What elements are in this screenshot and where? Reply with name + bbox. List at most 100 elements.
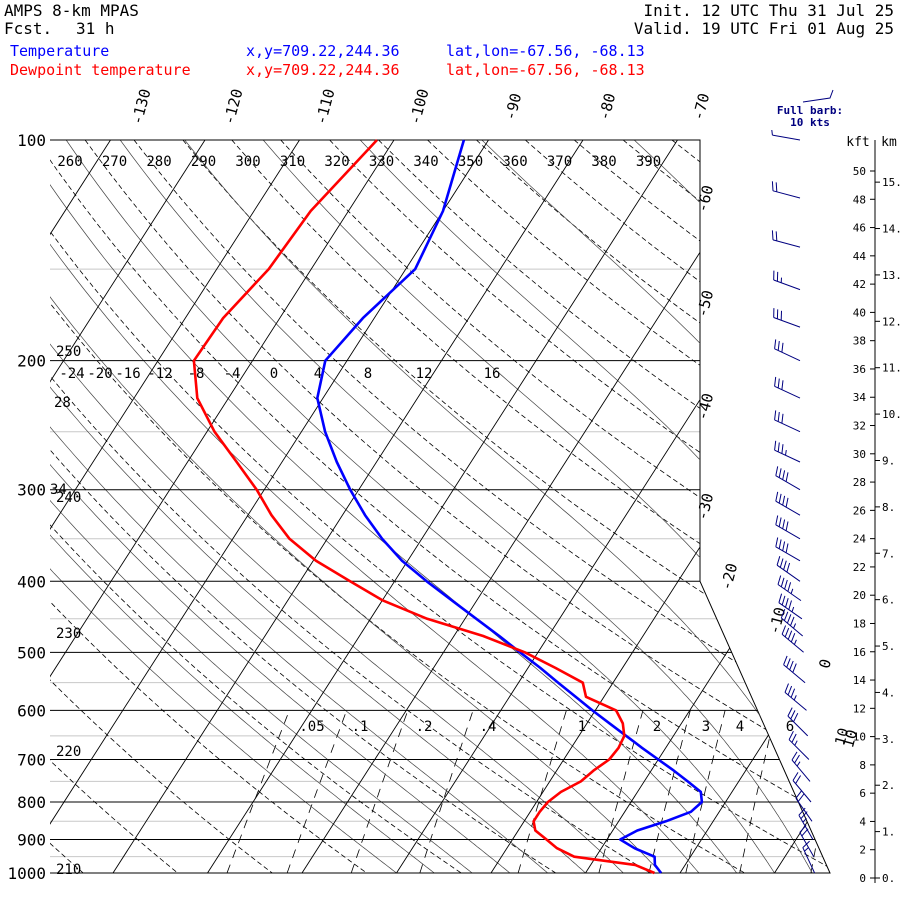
dry-adiabat <box>50 140 745 873</box>
kft-tick-label: 44 <box>853 250 867 263</box>
pressure-label: 1000 <box>7 864 46 883</box>
pressure-label: 200 <box>17 352 46 371</box>
valid-time: Valid. 19 UTC Fri 01 Aug 25 <box>633 19 894 38</box>
km-tick-label: 14. <box>882 223 900 236</box>
kft-tick-label: 18 <box>853 617 866 630</box>
wind-barb <box>774 339 801 362</box>
temperature-legend: Temperature <box>10 42 110 60</box>
kft-tick-label: 24 <box>853 533 867 546</box>
theta-label: 320 <box>324 154 349 170</box>
barb-legend-title: Full barb: <box>777 104 843 117</box>
theta-label: 330 <box>369 154 394 170</box>
mixing-ratio-line <box>226 710 290 873</box>
dewpoint-latlon: lat,lon=-67.56, -68.13 <box>446 61 645 79</box>
isotherm <box>50 140 206 873</box>
dry-adiabat <box>50 140 830 873</box>
km-tick-label: 9. <box>882 454 895 467</box>
isotherms <box>50 140 830 873</box>
wind-barb <box>773 270 801 291</box>
wind-barb <box>775 515 801 540</box>
theta-label: 250 <box>56 344 81 360</box>
wind-barb <box>781 625 804 653</box>
kft-tick-label: 16 <box>853 646 866 659</box>
height-axis: kft km50484644424038363432302826242220181… <box>846 135 900 885</box>
theta-label: 360 <box>502 154 527 170</box>
isotherm <box>207 140 678 873</box>
mixing-ratio-label: 1 <box>578 719 586 735</box>
model-name: AMPS 8-km MPAS <box>4 1 139 20</box>
mixing-ratio-line <box>598 710 644 873</box>
dry-adiabat <box>231 140 830 873</box>
kft-tick-label: 40 <box>853 306 866 319</box>
dry-adiabat <box>182 140 830 873</box>
moist-adiabat <box>65 140 775 873</box>
mixing-ratio-label: 10 <box>833 726 853 746</box>
kft-tick-label: 14 <box>853 674 867 687</box>
wind-barb <box>775 466 801 491</box>
mixing-ratio-line <box>286 710 348 873</box>
kft-tick-label: 38 <box>853 335 866 348</box>
forecast-label: Fcst. <box>4 19 53 38</box>
wind-barb <box>775 537 801 562</box>
theta-label: 270 <box>102 154 127 170</box>
barb-legend-sub: 10 kts <box>790 116 830 129</box>
dry-adiabat <box>84 140 830 873</box>
header: AMPS 8-km MPAS Fcst. 31 h Init. 12 UTC T… <box>0 0 900 90</box>
mixing-ratio-label: .2 <box>416 719 433 735</box>
moist-adiabat <box>359 140 830 873</box>
theta-e-label: 0 <box>270 366 278 382</box>
theta-label: 350 <box>458 154 483 170</box>
forecast-hour: 31 h <box>76 19 115 38</box>
theta-e-label: -12 <box>147 366 172 382</box>
dry-adiabat <box>50 140 367 873</box>
kft-tick-label: 50 <box>853 165 866 178</box>
kft-tick-label: 28 <box>853 476 866 489</box>
pressure-label: 600 <box>17 701 46 720</box>
moist-adiabat <box>50 246 586 873</box>
theta-e-label: 12 <box>416 366 433 382</box>
isotherm-label: -70 <box>689 91 713 122</box>
isotherm <box>112 140 584 873</box>
isotherm-label: -10 <box>765 605 789 636</box>
km-tick-label: 10. <box>882 408 900 421</box>
wind-barb <box>777 575 802 602</box>
wind-barb <box>774 376 801 399</box>
pressure-label: 500 <box>17 643 46 662</box>
dewpoint-line <box>192 139 656 875</box>
theta-label: 28 <box>54 395 71 411</box>
kft-tick-label: 12 <box>853 702 866 715</box>
wind-barb <box>783 655 806 684</box>
wind-barb <box>774 440 801 463</box>
theta-e-label: 4 <box>314 366 322 382</box>
kft-label: kft <box>846 135 869 150</box>
km-tick-label: 13. <box>882 269 900 282</box>
kft-tick-label: 32 <box>853 420 866 433</box>
pressure-label: 900 <box>17 830 46 849</box>
dry-adiabat <box>329 140 830 873</box>
wind-barb <box>771 129 801 141</box>
isotherm <box>50 140 489 873</box>
theta-label: 310 <box>280 154 305 170</box>
moist-adiabat <box>50 170 700 873</box>
wind-barb <box>773 308 801 328</box>
isotherm <box>396 140 830 873</box>
wind-barb <box>784 683 807 711</box>
wind-barb <box>798 807 814 840</box>
km-tick-label: 5. <box>882 640 895 653</box>
moist-adiabat <box>50 140 737 873</box>
moist-adiabat <box>119 140 813 873</box>
theta-e-label: 16 <box>484 366 501 382</box>
mixing-ratio-label: .1 <box>352 719 369 735</box>
km-tick-label: 3. <box>882 733 895 746</box>
km-tick-label: 12. <box>882 315 900 328</box>
isotherm-label: -100 <box>406 87 433 127</box>
dry-adiabat <box>476 140 830 873</box>
isotherm <box>679 140 830 873</box>
kft-tick-label: 36 <box>853 363 866 376</box>
kft-tick-label: 42 <box>853 278 866 291</box>
kft-tick-label: 34 <box>853 391 867 404</box>
theta-e-label: -24 <box>59 366 84 382</box>
km-tick-label: 1. <box>882 826 895 839</box>
isotherm-label: -40 <box>693 391 717 422</box>
